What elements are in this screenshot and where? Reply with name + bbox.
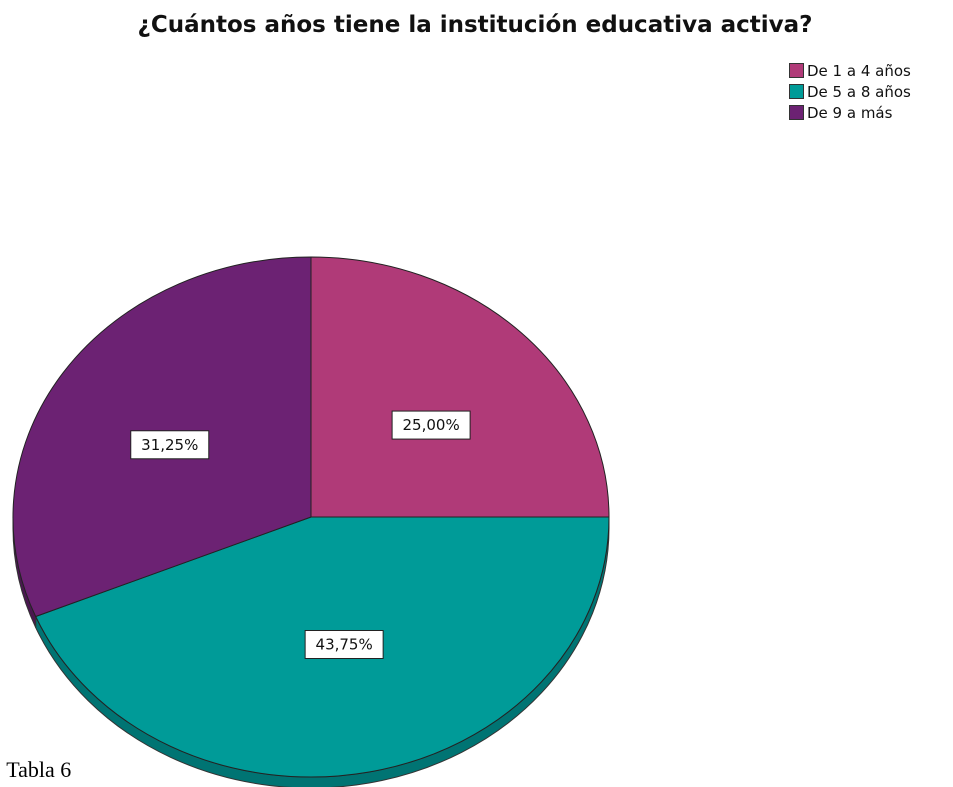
pie-labels: 25,00% 43,75% 31,25% — [130, 410, 471, 660]
data-label-box — [304, 630, 384, 660]
pie-top — [12, 256, 610, 778]
data-label-box — [391, 410, 471, 440]
legend-label-9-mas: De 9 a más — [807, 103, 893, 122]
data-label-text: 43,75% — [316, 636, 373, 654]
figure-caption: e: Tabla 6 — [0, 757, 71, 783]
data-label-de-5-a-8-anos: 43,75% — [304, 630, 384, 660]
caption-label: e: — [0, 757, 1, 782]
data-label-box — [130, 430, 210, 460]
data-label-de-1-a-4-anos: 25,00% — [391, 410, 471, 440]
pie-slice-de-1-a-4-anos — [310, 256, 610, 518]
legend-swatch-5-8 — [789, 84, 804, 99]
caption-text: Tabla 6 — [6, 757, 72, 782]
data-label-text: 25,00% — [403, 416, 460, 434]
legend-item-5-8: De 5 a 8 años — [789, 81, 911, 102]
chart-title: ¿Cuántos años tiene la institución educa… — [137, 12, 813, 38]
data-label-de-9-a-mas: 31,25% — [130, 430, 210, 460]
legend: De 1 a 4 años De 5 a 8 años De 9 a más — [789, 60, 911, 123]
legend-swatch-1-4 — [789, 63, 804, 78]
legend-item-9-mas: De 9 a más — [789, 102, 911, 123]
legend-swatch-9-mas — [789, 105, 804, 120]
legend-label-5-8: De 5 a 8 años — [807, 82, 911, 101]
legend-item-1-4: De 1 a 4 años — [789, 60, 911, 81]
data-label-text: 31,25% — [141, 436, 198, 454]
legend-label-1-4: De 1 a 4 años — [807, 61, 911, 80]
